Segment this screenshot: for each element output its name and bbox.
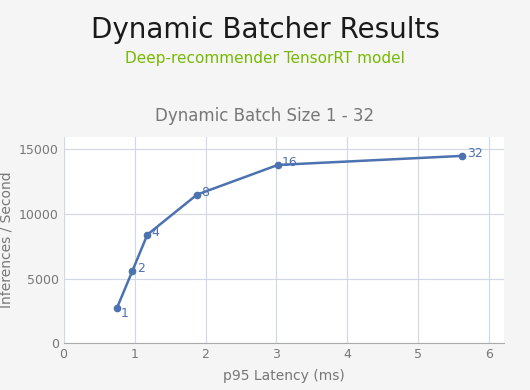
Text: Dynamic Batcher Results: Dynamic Batcher Results xyxy=(91,16,439,44)
Text: Deep-recommender TensorRT model: Deep-recommender TensorRT model xyxy=(125,51,405,66)
Text: 8: 8 xyxy=(201,186,209,199)
Text: Dynamic Batch Size 1 - 32: Dynamic Batch Size 1 - 32 xyxy=(155,107,375,125)
Text: 16: 16 xyxy=(282,156,298,169)
Text: 2: 2 xyxy=(137,262,145,275)
X-axis label: p95 Latency (ms): p95 Latency (ms) xyxy=(223,369,344,383)
Text: 4: 4 xyxy=(152,225,160,239)
Text: 1: 1 xyxy=(121,307,129,320)
Text: 32: 32 xyxy=(466,147,482,160)
Y-axis label: Inferences / Second: Inferences / Second xyxy=(0,172,13,308)
